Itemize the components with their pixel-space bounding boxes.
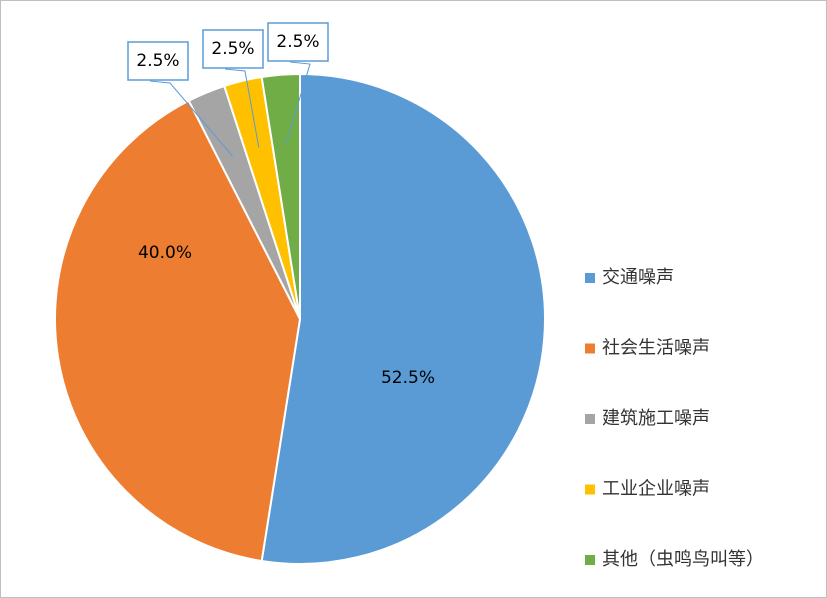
label-box [127, 41, 189, 81]
legend-swatch [585, 343, 595, 354]
legend-swatch [585, 484, 595, 495]
legend-swatch [585, 414, 595, 424]
legend-label: 工业企业噪声 [602, 479, 710, 500]
legend-swatch [585, 273, 595, 283]
legend-label: 建筑施工噪声 [602, 408, 710, 429]
data-label: 52.5% [381, 368, 435, 388]
leader-line [224, 68, 260, 148]
label-box [267, 22, 329, 62]
label-box [202, 29, 264, 69]
legend-swatch [585, 555, 595, 565]
data-label: 40.0% [138, 243, 192, 263]
legend-label: 其他（虫鸣鸟叫等） [602, 549, 764, 570]
legend-label: 交通噪声 [602, 267, 674, 288]
data-label: 2.5% [276, 32, 319, 52]
leader-line [285, 61, 311, 144]
legend-label: 社会生活噪声 [602, 338, 710, 359]
leader-line [149, 80, 233, 157]
pie-slice [260, 72, 546, 565]
pie-slice [53, 99, 302, 563]
data-label: 2.5% [136, 51, 179, 71]
pie-slice [260, 72, 301, 320]
data-label: 2.5% [211, 39, 254, 59]
